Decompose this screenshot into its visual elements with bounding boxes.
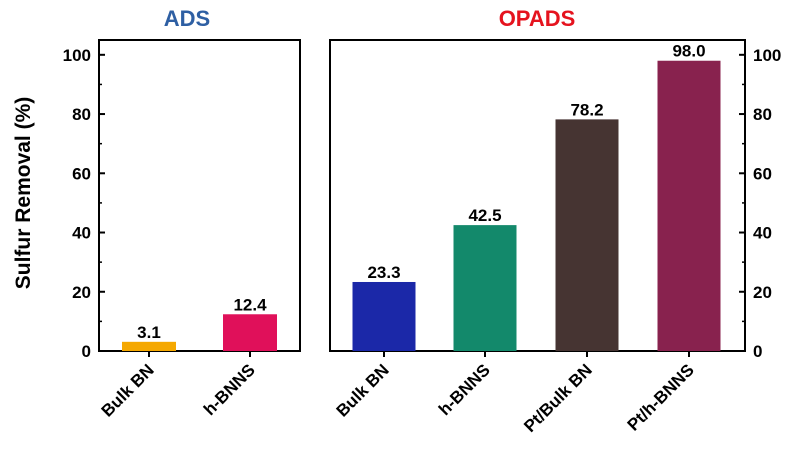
plot-ads: 0 20 40 60 80 100 3.1 Bulk BN 12.4 h-BNNS bbox=[63, 39, 301, 421]
bar-opads-1 bbox=[453, 225, 517, 351]
plot-opads: 0 20 40 60 80 100 23.3 Bulk BN 42.5 h-BNNS 78.2 Pt/… bbox=[329, 39, 781, 436]
y-tick-label-ads: 40 bbox=[72, 224, 91, 243]
y-tick-label-ads: 20 bbox=[72, 283, 91, 302]
bar-ads-0 bbox=[122, 341, 176, 351]
bar-opads-0 bbox=[352, 281, 416, 351]
x-tick-label-ads-1: h-BNNS bbox=[200, 360, 259, 419]
plot-frame-opads bbox=[329, 39, 746, 352]
panel-ads: ADS 0 20 40 60 80 100 3.1 Bulk BN 12.4 h-BNNS bbox=[63, 6, 301, 421]
bar-opads-2 bbox=[555, 119, 619, 351]
x-tick-label-ads-0: Bulk BN bbox=[98, 360, 158, 420]
x-tick-label-opads-2: Pt/Bulk BN bbox=[520, 360, 596, 436]
x-tick-label-opads-1: h-BNNS bbox=[435, 360, 494, 419]
y-tick-label-opads: 80 bbox=[753, 105, 772, 124]
data-label-opads-1: 42.5 bbox=[468, 206, 501, 225]
y-tick-label-ads: 80 bbox=[72, 105, 91, 124]
y-tick-label-ads: 100 bbox=[63, 46, 91, 65]
y-axis-title: Sulfur Removal (%) bbox=[12, 97, 35, 290]
y-tick-label-opads: 20 bbox=[753, 283, 772, 302]
data-label-ads-0: 3.1 bbox=[137, 323, 161, 342]
panel-title-opads: OPADS bbox=[499, 6, 576, 31]
y-tick-label-opads: 60 bbox=[753, 164, 772, 183]
data-label-ads-1: 12.4 bbox=[233, 295, 267, 314]
data-label-opads-3: 98.0 bbox=[672, 42, 705, 61]
y-tick-label-opads: 100 bbox=[753, 46, 781, 65]
x-tick-label-opads-3: Pt/h-BNNS bbox=[624, 360, 698, 434]
data-label-opads-2: 78.2 bbox=[570, 100, 603, 119]
data-label-opads-0: 23.3 bbox=[367, 263, 400, 282]
y-tick-label-opads: 0 bbox=[753, 342, 762, 361]
y-tick-label-opads: 40 bbox=[753, 224, 772, 243]
x-tick-label-opads-0: Bulk BN bbox=[333, 360, 393, 420]
y-tick-label-ads: 0 bbox=[82, 342, 91, 361]
plot-frame-ads bbox=[98, 39, 301, 352]
bar-opads-3 bbox=[657, 60, 721, 351]
panel-opads: OPADS 0 20 40 60 80 100 23.3 Bulk BN 42.5 h-BNNS 7… bbox=[329, 6, 781, 436]
y-tick-label-ads: 60 bbox=[72, 164, 91, 183]
panel-title-ads: ADS bbox=[164, 6, 210, 31]
bar-ads-1 bbox=[223, 314, 277, 351]
